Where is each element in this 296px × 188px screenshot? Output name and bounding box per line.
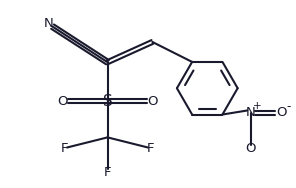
Text: N: N <box>246 106 255 119</box>
Text: -: - <box>287 100 291 113</box>
Text: +: + <box>253 102 261 111</box>
Text: F: F <box>147 143 155 155</box>
Text: O: O <box>57 95 68 108</box>
Text: F: F <box>60 143 68 155</box>
Text: O: O <box>245 142 256 155</box>
Text: S: S <box>103 94 112 109</box>
Text: O: O <box>277 106 287 119</box>
Text: N: N <box>43 17 53 30</box>
Text: F: F <box>104 166 111 179</box>
Text: O: O <box>147 95 157 108</box>
